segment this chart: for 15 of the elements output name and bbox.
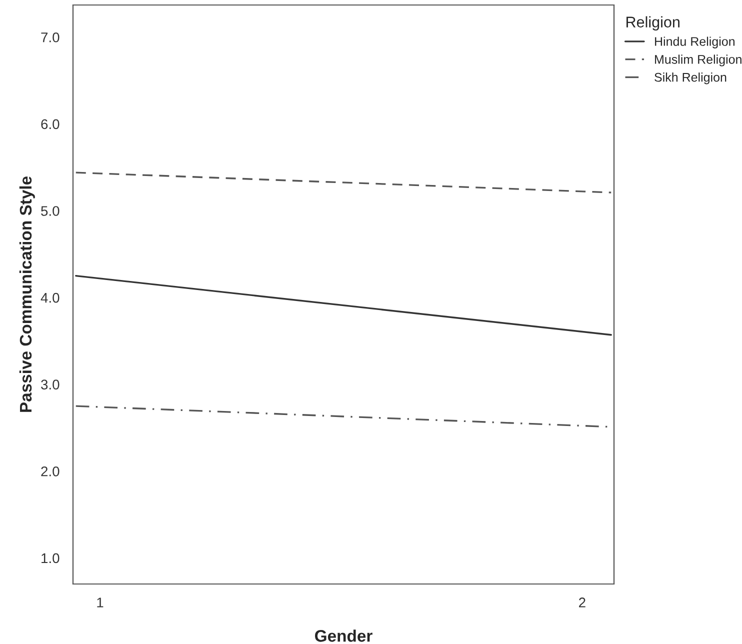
y-tick-label: 1.0 (42, 553, 60, 564)
legend-title: Religion (626, 16, 680, 30)
x-tick-label: 1 (97, 598, 104, 608)
y-tick-label: 4.0 (40, 292, 60, 303)
legend-label: Sikh Religion (654, 72, 726, 84)
y-tick-label: 6.0 (41, 119, 60, 130)
y-tick-label: 3.0 (41, 380, 60, 390)
x-axis-title: Gender (315, 630, 372, 642)
y-tick-label: 7.0 (41, 32, 60, 42)
y-tick-label: 5.0 (41, 206, 60, 216)
y-axis-title: Passive Communication Style (19, 176, 35, 412)
y-tick-label: 2.0 (41, 466, 60, 476)
legend-label: Hindu Religion (655, 36, 734, 48)
legend-label: Muslim Religion (655, 54, 742, 66)
x-tick-label: 2 (579, 598, 586, 608)
